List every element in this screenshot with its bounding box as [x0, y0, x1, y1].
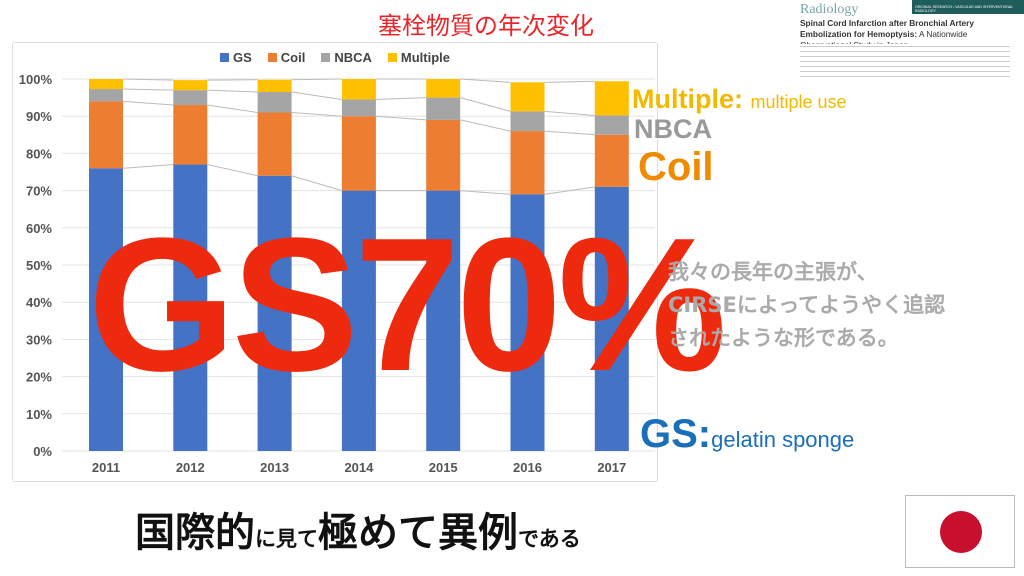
bar-multiple-2016 — [510, 82, 545, 112]
legend-item-gs: GS — [219, 50, 252, 65]
multiple-label: Multiple: multiple use — [632, 84, 847, 114]
series-connector-line — [544, 130, 595, 136]
legend-label: GS — [232, 50, 252, 65]
paper-thumbnail: Radiology ORIGINAL RESEARCH • VASCULAR A… — [792, 0, 1024, 86]
bar-nbca-2013 — [257, 92, 292, 113]
bar-multiple-2015 — [426, 79, 461, 98]
bar-coil-2015 — [426, 119, 461, 191]
series-connector-line — [207, 164, 258, 177]
bar-gs-2011 — [89, 168, 123, 451]
nbca-label: NBCA — [634, 114, 712, 144]
y-tick-label: 0% — [33, 444, 52, 459]
legend-swatch — [267, 53, 277, 62]
bar-gs-2017 — [594, 186, 629, 451]
bar-nbca-2014 — [341, 99, 376, 117]
legend-swatch — [387, 53, 397, 62]
gs-70-percent-callout: GS70% — [88, 199, 727, 411]
x-tick-label: 2012 — [176, 460, 205, 475]
y-tick-label: 100% — [19, 72, 53, 87]
legend-swatch — [219, 53, 229, 62]
bar-gs-2012 — [173, 164, 208, 451]
y-tick-label: 90% — [26, 109, 52, 124]
y-tick-label: 50% — [26, 258, 52, 273]
y-tick-label: 30% — [26, 332, 52, 347]
y-tick-label: 10% — [26, 407, 52, 422]
slide-title: 塞栓物質の年次変化 — [378, 12, 594, 40]
bar-multiple-2014 — [341, 79, 376, 100]
x-tick-label: 2015 — [429, 460, 458, 475]
bar-nbca-2016 — [510, 111, 545, 132]
x-tick-label: 2011 — [92, 460, 120, 475]
series-connector-line — [207, 89, 258, 93]
series-connector-line — [122, 78, 174, 81]
bar-gs-2015 — [426, 190, 461, 451]
y-tick-label: 60% — [26, 221, 52, 236]
legend-label: Coil — [280, 50, 306, 65]
series-connector-line — [375, 115, 427, 121]
gs-label: GS:gelatin sponge — [640, 412, 855, 456]
series-connector-line — [544, 80, 595, 83]
bar-coil-2014 — [341, 116, 376, 191]
series-connector-line — [375, 97, 427, 100]
journal-name: Radiology — [800, 2, 859, 17]
series-connector-line — [122, 88, 174, 91]
series-connector-line — [291, 91, 342, 100]
chart-legend: GS Coil NBCA Multiple — [12, 50, 658, 65]
chart-frame — [12, 42, 658, 482]
series-connector-line — [460, 190, 511, 195]
series-connector-line — [544, 186, 595, 195]
bar-gs-2016 — [510, 194, 545, 451]
series-connector-line — [207, 104, 258, 113]
paper-header: ORIGINAL RESEARCH • VASCULAR AND INTERVE… — [912, 0, 1024, 14]
y-tick-label: 80% — [26, 146, 52, 161]
legend-item-coil: Coil — [267, 50, 306, 65]
bar-nbca-2015 — [426, 97, 461, 120]
legend-label: NBCA — [334, 50, 372, 65]
bar-coil-2013 — [257, 112, 292, 176]
japan-flag-icon — [905, 495, 1015, 568]
bar-multiple-2012 — [173, 80, 208, 91]
bar-nbca-2011 — [89, 89, 123, 102]
x-tick-label: 2013 — [260, 460, 289, 475]
bar-coil-2017 — [594, 134, 629, 187]
legend-swatch — [321, 53, 331, 62]
bar-nbca-2017 — [594, 115, 629, 135]
bar-gs-2014 — [341, 190, 376, 451]
bar-coil-2012 — [173, 105, 208, 165]
y-tick-label: 40% — [26, 295, 52, 310]
bar-nbca-2012 — [173, 90, 208, 106]
paper-title: Spinal Cord Infarction after Bronchial A… — [800, 18, 974, 39]
bar-coil-2011 — [89, 101, 123, 169]
bar-coil-2016 — [510, 131, 545, 195]
y-tick-label: 70% — [26, 184, 52, 199]
y-tick-label: 20% — [26, 370, 52, 385]
series-connector-line — [460, 97, 511, 112]
series-connector-line — [291, 78, 342, 81]
series-connector-line — [122, 100, 174, 106]
legend-item-multiple: Multiple — [387, 50, 451, 65]
series-connector-line — [122, 164, 174, 169]
legend-item-nbca: NBCA — [321, 50, 372, 65]
series-connector-line — [460, 119, 511, 132]
bar-multiple-2011 — [89, 79, 123, 90]
paper-body-text — [800, 44, 1010, 80]
series-connector-line — [291, 175, 343, 192]
x-tick-label: 2016 — [513, 460, 542, 475]
legend-label: Multiple — [400, 50, 451, 65]
bar-gs-2013 — [257, 175, 292, 451]
bar-multiple-2017 — [594, 81, 629, 116]
series-connector-line — [291, 111, 342, 117]
bar-multiple-2013 — [257, 79, 292, 93]
x-tick-label: 2017 — [597, 460, 626, 475]
coil-label: Coil — [638, 145, 714, 189]
x-tick-label: 2014 — [344, 460, 374, 475]
series-connector-line — [460, 78, 511, 83]
bottom-statement: 国際的に見て極めて異例である — [135, 510, 581, 556]
series-connector-line — [544, 110, 595, 116]
claim-text: 我々の長年の主張が、 CIRSEによってようやく追認 されたような形である。 — [668, 260, 946, 350]
